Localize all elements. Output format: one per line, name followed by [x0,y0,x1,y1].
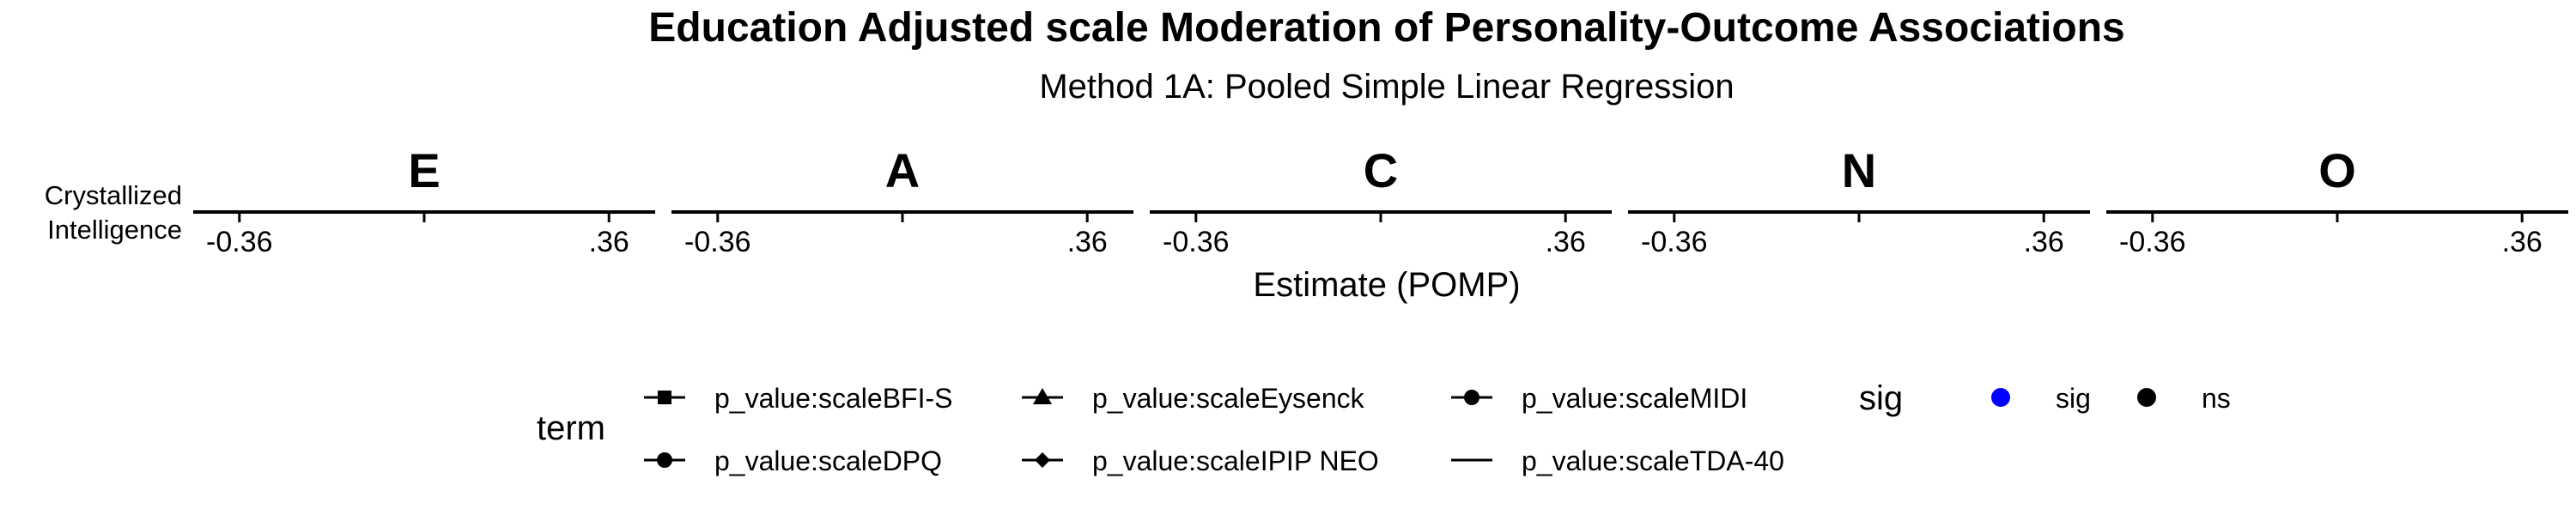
x-tick-label: -0.36 [1163,226,1230,258]
x-tick-label: -0.36 [684,226,751,258]
facet-panels: E -0.36 .36 A -0.36 .36 C -0.36 .36 N -0.36 .36 O -0.… [193,143,2568,258]
legend-term-title: term [537,409,605,447]
facet-strip-label: O [2318,143,2356,197]
legend-sig-label: ns [2202,383,2231,414]
x-axis-label: Estimate (POMP) [1253,266,1520,304]
legend-term-label: p_value:scaleTDA-40 [1522,445,1784,476]
legend-sig-marker [2137,388,2156,407]
x-tick-label: .36 [2024,226,2064,258]
legend-term-label: p_value:scaleDPQ [714,445,942,476]
x-tick-label: .36 [589,226,629,258]
chart-subtitle: Method 1A: Pooled Simple Linear Regressi… [1039,68,1734,106]
legend-sig-title: sig [1859,379,1903,417]
x-tick-label: -0.36 [206,226,273,258]
legend-term-entry: p_value:scaleDPQ [644,445,942,476]
facet-panel-C: C -0.36 .36 [1150,143,1612,258]
facet-panel-O: O -0.36 .36 [2106,143,2568,258]
legend-sig: sig sig ns [1859,379,2231,417]
legend-term-label: p_value:scaleBFI-S [714,383,952,414]
facet-panel-A: A -0.36 .36 [671,143,1133,258]
legend-term-label: p_value:scaleIPIP NEO [1092,445,1379,476]
facet-strip-label: E [408,143,440,197]
facet-strip-label: C [1364,143,1398,197]
legend-key-marker [658,391,671,404]
x-tick-label: -0.36 [2119,226,2186,258]
legend-sig-marker [1991,388,2010,407]
row-strip-label-line: Intelligence [47,215,182,245]
x-tick-label: -0.36 [1641,226,1708,258]
facet-strip-label: N [1842,143,1876,197]
legend-sig-label: sig [2056,383,2091,414]
x-tick-label: .36 [1546,226,1586,258]
facet-strip-label: A [885,143,920,197]
legend-key-marker [1035,452,1050,468]
legend-key-marker [1464,390,1479,405]
legend-term-label: p_value:scaleMIDI [1522,383,1747,414]
facet-panel-N: N -0.36 .36 [1628,143,2090,258]
legend-sig-entry: ns [2137,383,2231,414]
x-tick-label: .36 [1067,226,1108,258]
row-label: Crystallized Intelligence [45,180,182,245]
legend-term-entry: p_value:scaleBFI-S [644,383,952,414]
legend-term-entry: p_value:scaleIPIP NEO [1022,445,1379,476]
legend-term-label: p_value:scaleEysenck [1092,383,1365,414]
legend-term: term p_value:scaleBFI-S p_value:scaleEysen… [537,383,1784,476]
facet-panel-E: E -0.36 .36 [193,143,655,258]
legend-key-marker [657,452,672,468]
row-strip-label: Crystallized Intelligence [45,180,182,245]
legend-sig-entry: sig [1991,383,2091,414]
legend-term-entry: p_value:scaleMIDI [1451,383,1747,414]
x-tick-label: .36 [2502,226,2543,258]
legend-key-marker [1033,388,1052,404]
legend-term-entry: p_value:scaleTDA-40 [1451,445,1784,476]
chart-title: Education Adjusted scale Moderation of P… [648,5,2124,51]
row-strip-label-line: Crystallized [45,180,182,210]
legend-term-entry: p_value:scaleEysenck [1022,383,1365,414]
